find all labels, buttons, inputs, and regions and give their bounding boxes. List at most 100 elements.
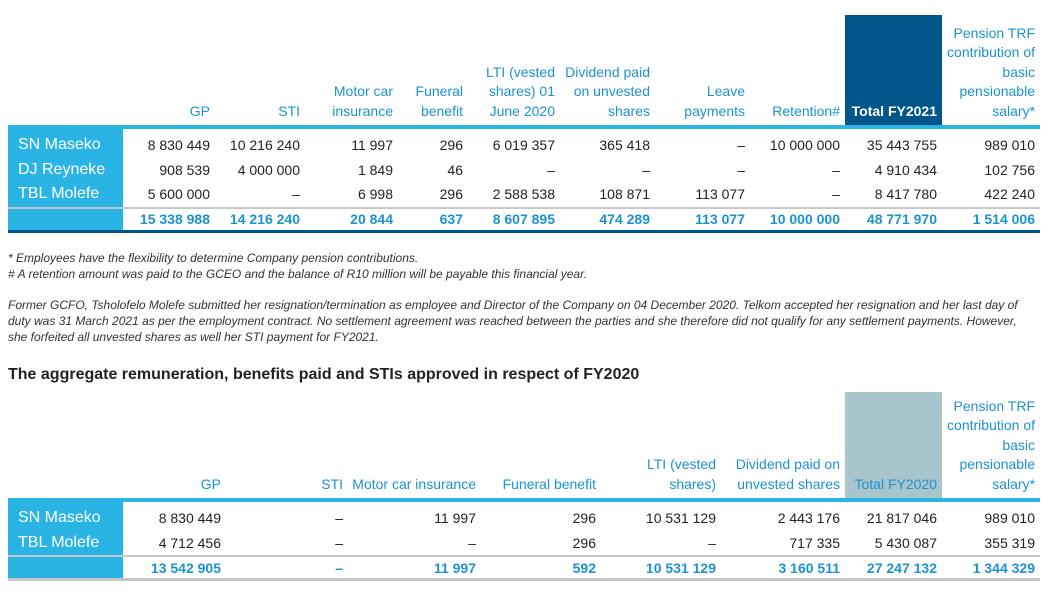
total-cell: 48 771 970 [866,211,937,227]
cell: – [832,161,840,178]
cell: 296 [572,510,596,527]
cell: 989 010 [984,510,1035,527]
col-header: LTI (vested shares) [647,456,716,492]
cell: 296 [572,534,596,551]
total-cell: 3 160 511 [778,559,840,576]
row-name: SN Maseko [8,500,123,531]
row-name [8,207,123,231]
cell: – [468,534,476,551]
total-cell: 113 077 [695,211,745,227]
cell: 296 [439,186,463,203]
cell: 102 756 [984,161,1035,178]
total-cell: 11 997 [433,559,476,576]
col-header: GP [200,475,221,492]
total-cell: 1 514 006 [972,211,1035,227]
col-header: Leave payments [684,83,745,119]
total-cell: 10 000 000 [769,211,840,227]
table-row: SN Maseko 8 830 449 10 216 240 11 997 296 6 0… [8,127,1040,158]
remuneration-table-fy2020: GP STI Motor car insurance Funeral benef… [8,392,1040,581]
totals-row: 15 338 988 14 216 240 20 844 637 8 607 895 47… [8,207,1040,231]
name-header [8,392,123,500]
cell: 2 443 176 [777,510,840,527]
total-cell: 10 531 129 [645,559,716,576]
cell: 908 539 [159,161,210,178]
cell: 296 [439,137,463,154]
cell: 46 [447,161,463,178]
col-header: STI [278,102,300,119]
total-cell: 15 338 988 [139,211,210,227]
cell: 422 240 [984,186,1035,203]
totals-row: 13 542 905 – 11 997 592 10 531 129 3 160 511 2… [8,556,1040,580]
cell: – [335,510,343,527]
cell: 21 817 046 [866,510,937,527]
cell: 365 418 [599,137,650,154]
cell: 4 712 456 [158,534,221,551]
col-header: Dividend paid on unvested shares [735,456,840,492]
cell: – [708,534,716,551]
cell: 4 910 434 [874,161,937,178]
cell: 35 443 755 [866,137,937,154]
row-name: TBL Molefe [8,530,123,556]
cell: 10 216 240 [229,137,300,154]
cell: – [737,161,745,178]
total-cell: 592 [572,559,596,576]
footnote: * Employees have the flexibility to dete… [8,251,419,265]
cell: 8 830 449 [158,510,221,527]
cell: 717 335 [789,534,840,551]
total-cell: 1 344 329 [972,559,1035,576]
cell: – [547,161,555,178]
cell: 5 430 087 [874,534,937,551]
cell: 6 019 357 [492,137,555,154]
cell: 108 871 [599,186,650,203]
cell: 6 998 [357,186,393,203]
row-name: DJ Reyneke [8,157,123,182]
total-cell: 14 216 240 [229,211,300,227]
cell: 8 830 449 [147,137,210,154]
col-header: Retention# [772,102,840,119]
cell: – [292,186,300,203]
cell: 355 319 [984,534,1035,551]
cell: – [335,534,343,551]
total-cell: – [335,559,343,576]
remuneration-table-fy2021: GP STI Motor car insurance Funeral benef… [8,15,1040,233]
total-cell: 8 607 895 [492,211,555,227]
total-cell: 20 844 [350,211,393,227]
row-name [8,556,123,580]
cell: – [737,137,745,154]
col-header: LTI (vested shares) 01 June 2020 [486,63,555,119]
cell: 113 077 [695,186,745,203]
cell: 10 000 000 [769,137,840,154]
cell: 8 417 780 [874,186,937,203]
total-col-header: Total FY2021 [845,15,942,127]
cell: 5 600 000 [147,186,210,203]
table-row: DJ Reyneke 908 539 4 000 000 1 849 46 – – – – 4 9… [8,157,1040,182]
table-row: SN Maseko 8 830 449 – 11 997 296 10 531 129 2 … [8,500,1040,531]
col-header: Dividend paid on unvested shares [565,63,650,119]
resignation-paragraph: Former GCFO, Tsholofelo Molefe submitted… [8,298,1018,344]
table-row: TBL Molefe 4 712 456 – – 296 – 717 335 5 430 08… [8,530,1040,556]
name-header [8,15,123,127]
cell: 11 997 [434,510,476,527]
total-col-header: Total FY2020 [845,392,942,500]
total-cell: 637 [439,211,463,227]
col-header: Motor car insurance [332,83,393,119]
col-header: Funeral benefit [502,475,596,492]
col-header: Funeral benefit [415,83,463,119]
table-row: TBL Molefe 5 600 000 – 6 998 296 2 588 538 108… [8,182,1040,208]
cell: 4 000 000 [237,161,300,178]
section-heading-fy2020: The aggregate remuneration, benefits pai… [8,366,640,383]
total-cell: 27 247 132 [866,559,937,576]
cell: – [832,186,840,203]
col-header: Motor car insurance [352,475,476,492]
cell: – [642,161,650,178]
cell: 10 531 129 [645,510,716,527]
col-header: Pension TRF contribution of basic pensio… [947,24,1035,119]
col-header: GP [189,102,210,119]
total-cell: 474 289 [599,211,650,227]
total-cell: 13 542 905 [150,559,221,576]
col-header: Pension TRF contribution of basic pensio… [947,397,1035,492]
cell: 2 588 538 [492,186,555,203]
cell: 11 997 [351,137,393,154]
row-name: SN Maseko [8,127,123,158]
cell: 989 010 [984,137,1035,154]
